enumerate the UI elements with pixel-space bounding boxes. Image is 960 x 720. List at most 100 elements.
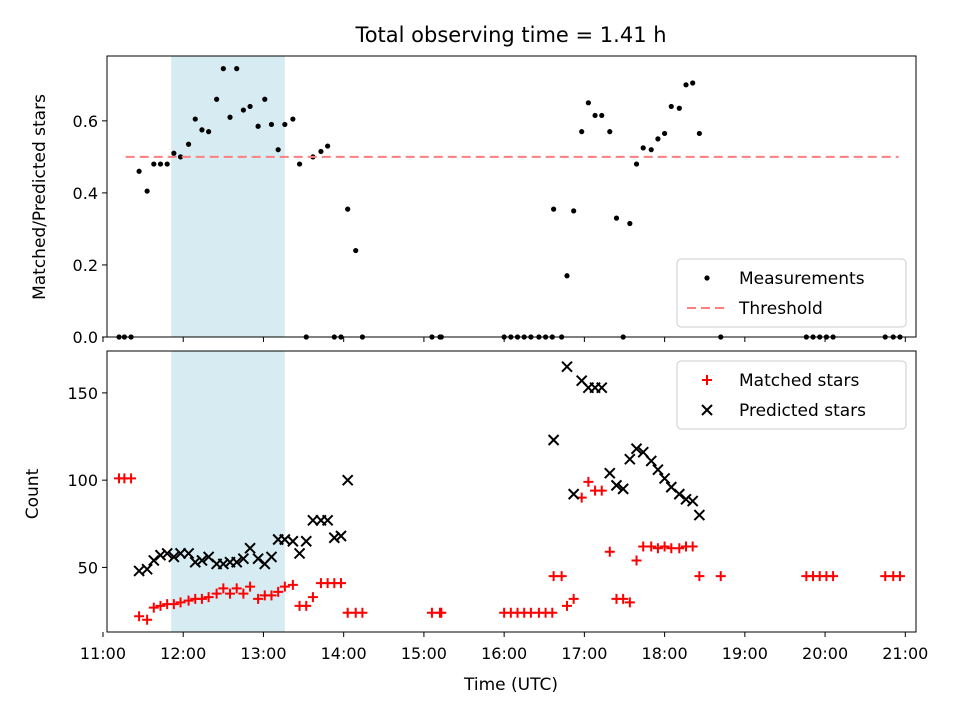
matched-stars-point [183,595,194,606]
predicted-stars-point [680,493,692,506]
matched-stars-point [652,543,663,554]
legend-box [676,258,907,328]
matched-stars-point [134,611,145,622]
top-y-axis: 0.0 0.2 0.4 0.6 [73,112,107,347]
matched-stars-point [547,607,558,618]
predicted-stars-point [610,479,623,492]
measurements-point [648,147,654,153]
measurements-point [177,154,184,160]
matched-stars-point [596,485,607,496]
predicted-stars-point [328,532,341,544]
measurements-point [185,141,192,147]
bottom-x-axis-label: Time (UTC) [463,675,558,695]
x-tick-label: 21:00 [882,644,928,663]
y-tick-label: 50 [78,558,98,577]
predicted-stars-point [637,446,649,458]
bottom-legend: Matched stars Predicted stars [676,360,907,430]
measurements-point [696,130,702,137]
predicted-stars-point [547,434,560,446]
predicted-stars-point [321,514,334,527]
matched-stars-point [126,473,137,484]
measurements-point [275,147,281,153]
matched-stars-point [336,578,347,589]
predicted-stars-point [604,467,616,479]
matched-stars-point [357,607,368,618]
measurements-point [599,112,605,119]
legend-label: Predicted stars [739,401,866,421]
predicted-stars-point [287,535,299,547]
top-y-axis-label: Matched/Predicted stars [30,94,50,300]
top-axes-frame [106,55,917,338]
legend-handle [704,275,710,281]
matched-stars-point [155,600,166,611]
measurements-point [282,121,288,128]
x-tick-label: 16:00 [481,644,527,663]
bottom-y-axis: 50 100 150 [67,384,107,577]
predicted-stars-point [252,552,264,565]
matched-stars-point [196,593,207,604]
matched-stars-point [631,555,642,566]
top-legend: Measurements Threshold [676,258,907,328]
measurements-point [551,206,557,212]
measurements-point [262,96,268,102]
matched-stars-point [168,599,179,610]
matched-stars-point [287,579,298,590]
predicted-stars-point [148,554,160,567]
bottom-highlight-span [171,351,285,632]
predicted-stars-point [652,463,664,476]
x-tick-label: 20:00 [802,644,848,663]
predicted-stars-point [686,495,699,507]
matched-stars-point [307,592,318,603]
measurements-point [220,66,226,72]
measurements-point [136,168,142,174]
predicted-stars-point [658,472,671,485]
matched-stars-point [436,607,447,618]
predicted-stars-point [341,474,354,486]
measurements-point [613,215,620,221]
measurements-point [240,107,246,113]
measurements-point [585,100,591,106]
bottom-series-layer [114,361,905,625]
predicted-stars-point [154,549,167,561]
predicted-stars-point [624,453,636,465]
predicted-stars-point [141,563,153,575]
measurements-point [171,150,177,156]
matched-stars-point [715,571,726,582]
matched-stars-point [604,546,615,557]
x-tick-label: 12:00 [160,644,206,663]
y-tick-label: 150 [67,384,98,403]
top-x-axis-ticks [102,337,906,342]
matched-stars-point [828,571,839,582]
measurements-point [318,148,324,155]
measurements-point [268,121,275,128]
predicted-stars-point [230,556,243,568]
matched-stars-point [694,571,705,582]
measurements-point [192,116,198,122]
measurements-point [607,129,613,135]
matched-stars-point [266,590,277,601]
predicted-stars-point [196,554,208,567]
matched-stars-point [231,583,242,594]
measurements-point [157,161,164,167]
predicted-stars-point [630,443,643,455]
legend-box [676,360,907,430]
matched-stars-point [568,593,579,604]
predicted-stars-point [293,547,306,560]
matched-stars-point [618,593,629,604]
matched-stars-point [561,600,572,611]
x-tick-label: 15:00 [401,644,447,663]
predicted-stars-point [168,551,180,563]
matched-stars-point [218,583,229,594]
measurements-point [325,143,331,149]
measurements-point [164,161,170,167]
matched-stars-point [225,588,236,599]
measurements-point [690,80,696,86]
chart-title: Total observing time = 1.41 h [354,23,666,47]
measurements-point [296,161,303,167]
x-tick-label: 17:00 [561,644,607,663]
measurements-point [206,129,212,135]
measurements-point [353,247,359,254]
y-tick-label: 0.0 [73,328,98,347]
